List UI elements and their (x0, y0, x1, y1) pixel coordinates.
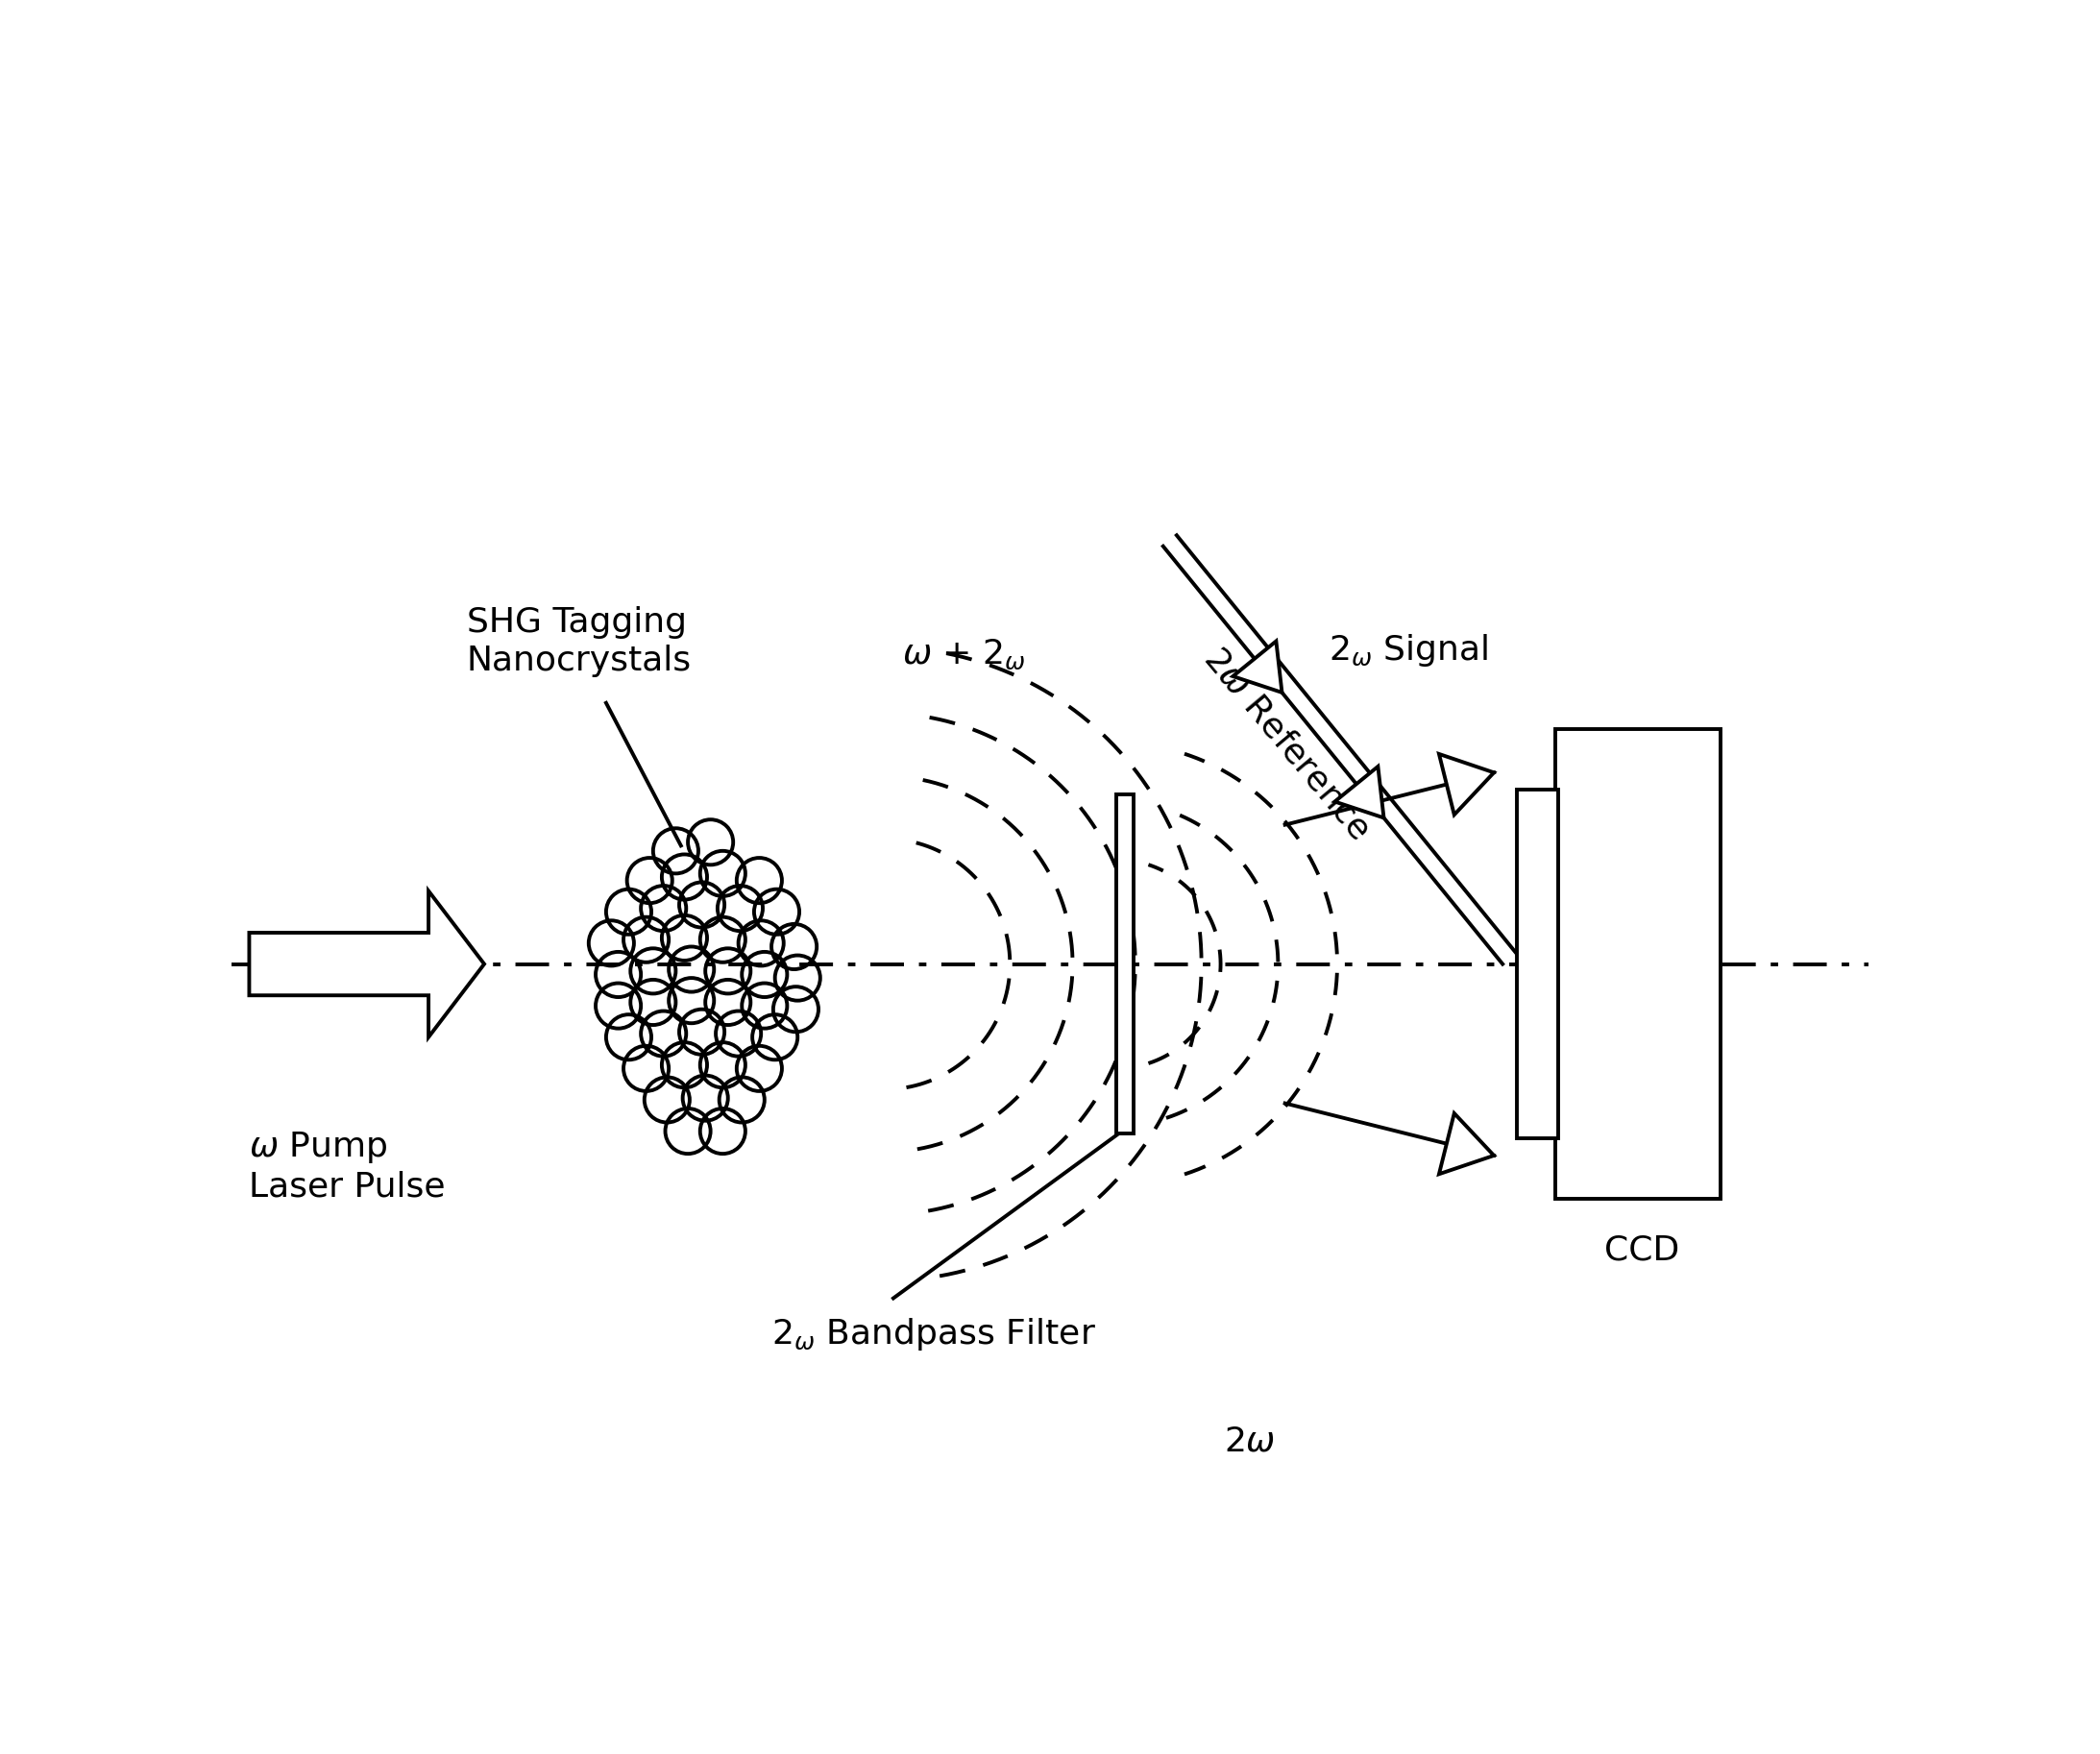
Polygon shape (1336, 766, 1384, 817)
Bar (1117, 795, 1134, 1133)
Bar (1516, 789, 1558, 1138)
Polygon shape (1233, 642, 1281, 693)
Text: SHG Tagging
Nanocrystals: SHG Tagging Nanocrystals (466, 607, 691, 677)
Polygon shape (1438, 754, 1493, 816)
Text: CCD: CCD (1604, 1233, 1680, 1266)
Text: 2$_\omega$ Bandpass Filter: 2$_\omega$ Bandpass Filter (771, 1316, 1096, 1352)
Text: 2$\omega$: 2$\omega$ (1224, 1426, 1275, 1458)
Text: 2$_\omega$ Signal: 2$_\omega$ Signal (1329, 631, 1489, 668)
Polygon shape (250, 891, 485, 1037)
Text: $\omega$ + 2$_\omega$: $\omega$ + 2$_\omega$ (903, 638, 1025, 672)
Bar (1554, 730, 1720, 1200)
Polygon shape (1438, 1114, 1493, 1173)
Text: 2$\omega$ Reference: 2$\omega$ Reference (1197, 642, 1378, 845)
Text: $\omega$ Pump
Laser Pulse: $\omega$ Pump Laser Pulse (250, 1130, 445, 1203)
